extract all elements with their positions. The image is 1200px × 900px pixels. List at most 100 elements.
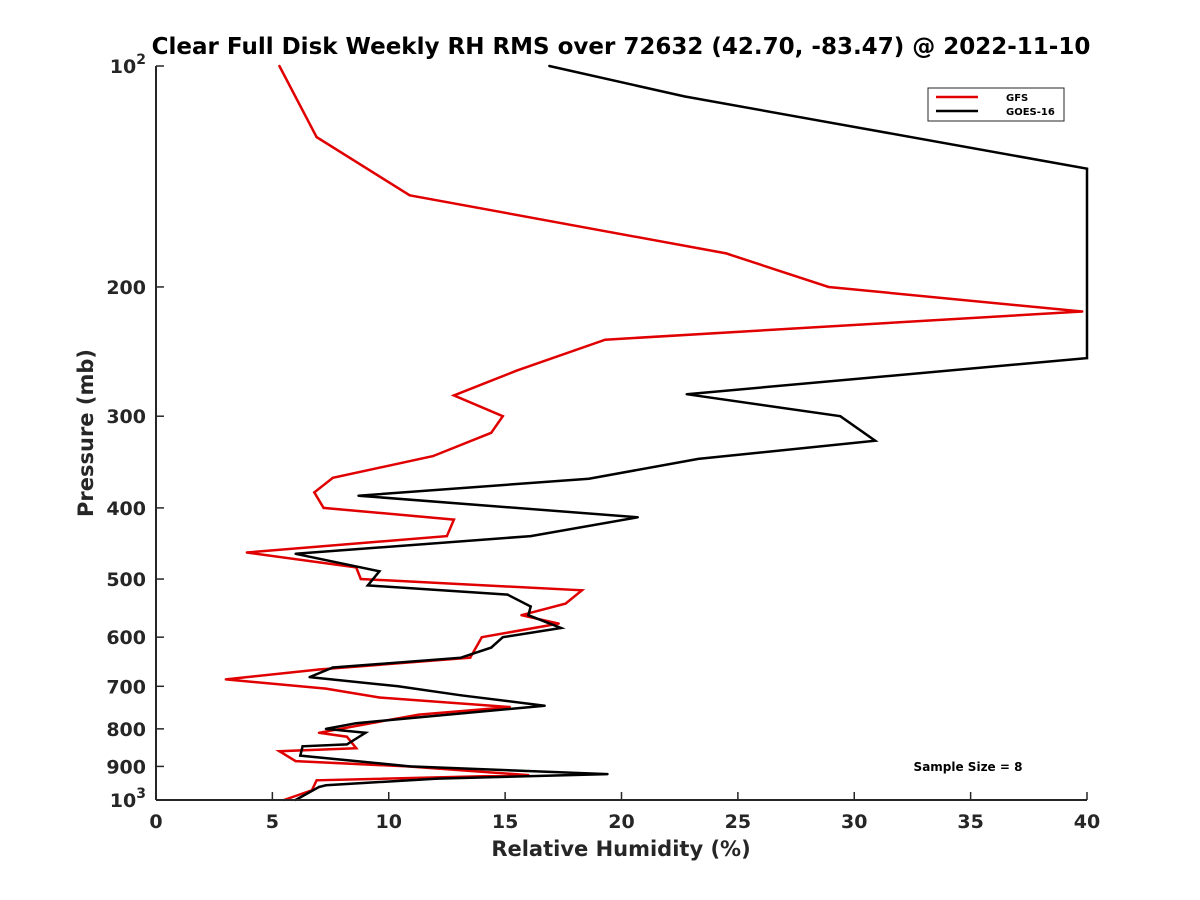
data-point-gfs: [317, 668, 321, 671]
data-point-goes16: [559, 626, 563, 630]
data-point-gfs: [827, 285, 830, 289]
data-point-goes16: [697, 457, 700, 461]
data-point-gfs: [324, 687, 328, 690]
data-point-gfs: [359, 577, 362, 581]
data-point-gfs: [313, 491, 316, 494]
data-point-goes16: [506, 593, 509, 596]
data-point-gfs: [355, 747, 358, 750]
y-tick-label: 103: [110, 786, 146, 812]
y-tick-label: 600: [106, 627, 146, 649]
y-tick-label: 102: [110, 52, 146, 78]
data-point-gfs: [604, 338, 607, 341]
data-point-gfs: [315, 135, 318, 139]
data-point-goes16: [636, 516, 639, 519]
x-tick-label: 40: [1074, 811, 1100, 833]
x-tick-label: 0: [149, 811, 162, 833]
data-point-goes16: [501, 636, 504, 639]
data-point-goes16: [459, 656, 463, 659]
data-point-gfs: [501, 415, 504, 418]
data-point-gfs: [317, 731, 321, 734]
data-point-goes16: [606, 772, 609, 776]
data-point-gfs: [431, 454, 435, 458]
data-point-gfs: [445, 534, 449, 538]
x-tick-label: 15: [492, 811, 518, 833]
data-point-gfs: [378, 696, 381, 699]
data-point-gfs: [452, 394, 456, 397]
data-point-goes16: [1085, 356, 1089, 360]
x-tick-label: 30: [841, 811, 867, 833]
data-point-goes16: [299, 754, 302, 757]
data-point-goes16: [301, 745, 304, 748]
data-point-gfs: [278, 750, 281, 753]
data-point-gfs: [557, 622, 560, 625]
data-point-gfs: [725, 252, 728, 255]
y-tick-label: 900: [106, 756, 146, 778]
data-point-gfs: [278, 64, 281, 68]
data-point-gfs: [452, 518, 456, 521]
data-point-goes16: [685, 393, 688, 396]
data-point-gfs: [564, 602, 567, 605]
y-tick-label: 700: [106, 676, 146, 698]
data-point-goes16: [529, 605, 532, 608]
series-group: [224, 64, 1089, 802]
y-tick-label: 300: [106, 406, 146, 428]
data-point-goes16: [543, 704, 546, 707]
data-point-gfs: [480, 636, 483, 639]
data-point-gfs: [408, 194, 411, 197]
data-point-goes16: [366, 584, 369, 587]
data-point-gfs: [469, 656, 472, 659]
data-point-goes16: [839, 415, 842, 418]
data-point-gfs: [1081, 310, 1084, 313]
data-point-goes16: [364, 731, 367, 734]
data-point-goes16: [345, 743, 349, 746]
data-point-goes16: [683, 95, 686, 98]
data-point-goes16: [490, 646, 493, 649]
data-point-goes16: [317, 785, 321, 789]
data-point-goes16: [357, 494, 360, 497]
data-point-goes16: [587, 477, 591, 480]
x-ticks: 0 5 10 15 20 25 30 35 40: [149, 792, 1100, 833]
x-tick-label: 20: [608, 811, 634, 833]
y-tick-label: 800: [106, 719, 146, 741]
data-point-goes16: [874, 439, 877, 442]
y-ticks: 102 200 300 400 500 600 700 800 900 103: [106, 52, 164, 812]
legend-box: [927, 87, 1065, 122]
data-point-gfs: [245, 551, 248, 554]
data-point-goes16: [308, 675, 311, 679]
data-point-gfs: [520, 614, 523, 617]
y-tick-label: 500: [106, 569, 146, 591]
data-point-gfs: [515, 369, 518, 372]
data-point-gfs: [322, 506, 325, 510]
data-point-goes16: [527, 614, 530, 617]
data-point-gfs: [224, 678, 227, 681]
x-tick-label: 25: [725, 811, 751, 833]
data-point-gfs: [580, 589, 584, 592]
data-point-gfs: [294, 759, 297, 763]
data-point-gfs: [345, 735, 349, 738]
data-point-goes16: [294, 552, 297, 555]
data-point-gfs: [508, 705, 511, 709]
x-tick-label: 5: [266, 811, 279, 833]
data-point-goes16: [1085, 167, 1089, 170]
legend-label-goes16: GOES-16: [1006, 107, 1055, 118]
data-point-goes16: [396, 685, 400, 688]
chart-title: Clear Full Disk Weekly RH RMS over 72632…: [152, 34, 1091, 60]
data-point-goes16: [324, 784, 328, 787]
data-point-goes16: [548, 64, 551, 68]
data-point-gfs: [315, 779, 318, 782]
sample-size-annotation: Sample Size = 8: [914, 760, 1023, 774]
data-point-goes16: [436, 777, 439, 780]
legend-label-gfs: GFS: [1006, 93, 1028, 104]
x-tick-label: 35: [957, 811, 983, 833]
y-tick-label: 400: [106, 498, 146, 520]
data-point-goes16: [408, 765, 411, 768]
data-point-goes16: [378, 570, 381, 573]
data-point-gfs: [490, 431, 493, 434]
x-tick-label: 10: [376, 811, 402, 833]
data-point-gfs: [417, 713, 421, 716]
data-point-goes16: [529, 534, 532, 538]
x-axis-label: Relative Humidity (%): [491, 837, 750, 861]
legend: GFS GOES-16: [927, 87, 1065, 122]
